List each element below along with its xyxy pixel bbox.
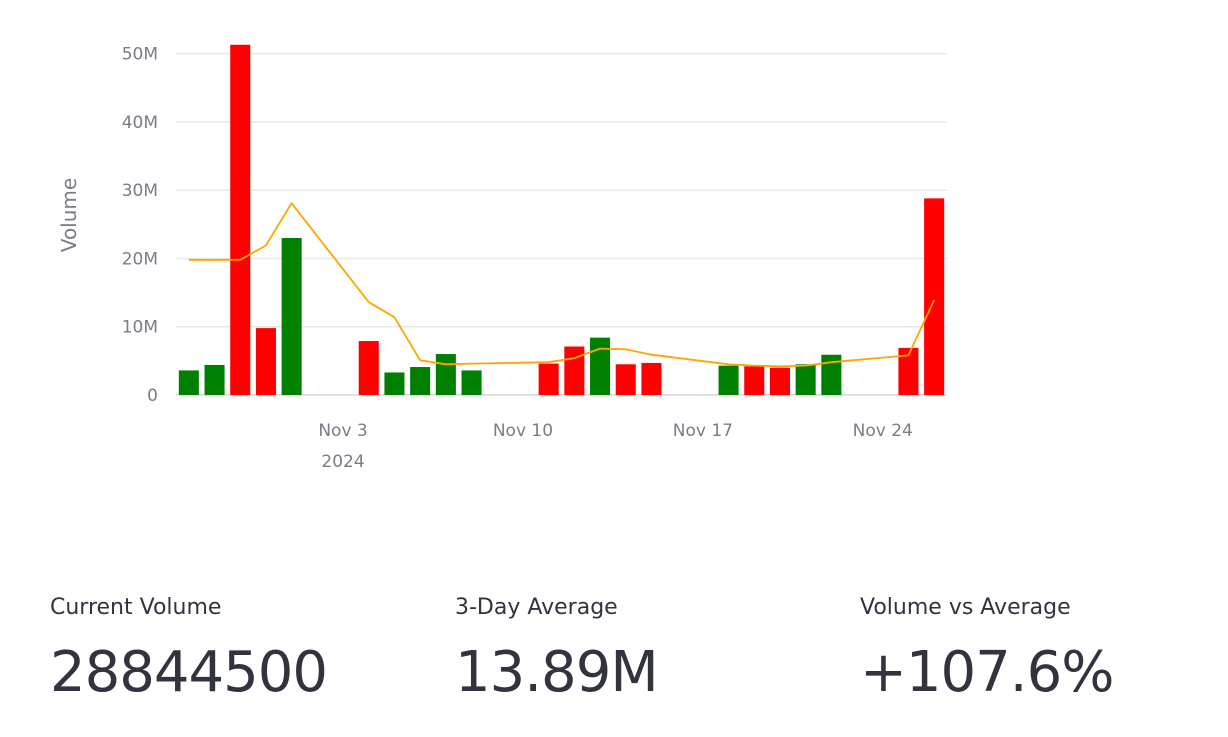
volume-bar bbox=[435, 354, 456, 395]
metrics-row: Current Volume 28844500 3-Day Average 13… bbox=[0, 595, 1228, 737]
volume-bar bbox=[358, 341, 379, 395]
volume-bar bbox=[178, 370, 199, 395]
x-tick-label: Nov 24 bbox=[853, 421, 913, 441]
metric-value: 13.89M bbox=[455, 640, 659, 705]
metric-label: Current Volume bbox=[50, 595, 222, 620]
y-axis-ticks: 0 10M 20M 30M 40M 50M bbox=[122, 45, 158, 406]
volume-bar bbox=[564, 346, 585, 395]
volume-bar bbox=[384, 372, 405, 395]
y-tick-label: 0 bbox=[147, 386, 158, 406]
volume-bar bbox=[461, 370, 482, 395]
volume-bar bbox=[769, 367, 790, 395]
volume-bar bbox=[590, 337, 611, 395]
y-tick-label: 10M bbox=[122, 318, 158, 338]
x-tick-label: Nov 3 bbox=[318, 421, 367, 441]
volume-bar bbox=[641, 362, 662, 395]
volume-bar bbox=[744, 366, 765, 395]
volume-bar bbox=[795, 364, 816, 395]
metric-volume-vs-average: Volume vs Average +107.6% bbox=[860, 595, 1114, 705]
y-tick-label: 40M bbox=[122, 113, 158, 133]
metric-value: +107.6% bbox=[860, 640, 1114, 705]
metric-value: 28844500 bbox=[50, 640, 328, 705]
x-axis-ticks: Nov 3 2024 Nov 10 Nov 17 Nov 24 bbox=[318, 421, 913, 472]
volume-bar bbox=[230, 44, 251, 396]
volume-bar bbox=[204, 364, 225, 395]
metric-three-day-average: 3-Day Average 13.89M bbox=[455, 595, 659, 705]
x-tick-sublabel: 2024 bbox=[321, 452, 364, 472]
metric-label: 3-Day Average bbox=[455, 595, 618, 620]
y-tick-label: 20M bbox=[122, 249, 158, 269]
volume-bar bbox=[821, 354, 842, 395]
volume-bar bbox=[898, 347, 919, 395]
bar-series bbox=[178, 44, 945, 396]
volume-bar bbox=[538, 363, 559, 395]
volume-bar bbox=[718, 365, 739, 395]
volume-bar bbox=[615, 364, 636, 395]
metric-current-volume: Current Volume 28844500 bbox=[50, 595, 328, 705]
volume-bar bbox=[924, 198, 945, 395]
metric-label: Volume vs Average bbox=[860, 595, 1071, 620]
volume-bar bbox=[410, 367, 431, 395]
volume-chart: 0 10M 20M 30M 40M 50M Nov 3 2024 Nov 10 Nov 17 No… bbox=[57, 44, 947, 472]
y-axis-label: Volume bbox=[57, 178, 81, 252]
volume-bar bbox=[255, 328, 276, 395]
volume-bar bbox=[281, 237, 302, 395]
x-tick-label: Nov 10 bbox=[493, 421, 553, 441]
y-tick-label: 50M bbox=[122, 45, 158, 65]
grid-layer bbox=[176, 52, 947, 396]
average-line bbox=[188, 202, 935, 368]
average-line-series bbox=[188, 202, 935, 368]
x-tick-label: Nov 17 bbox=[673, 421, 733, 441]
y-tick-label: 30M bbox=[122, 181, 158, 201]
